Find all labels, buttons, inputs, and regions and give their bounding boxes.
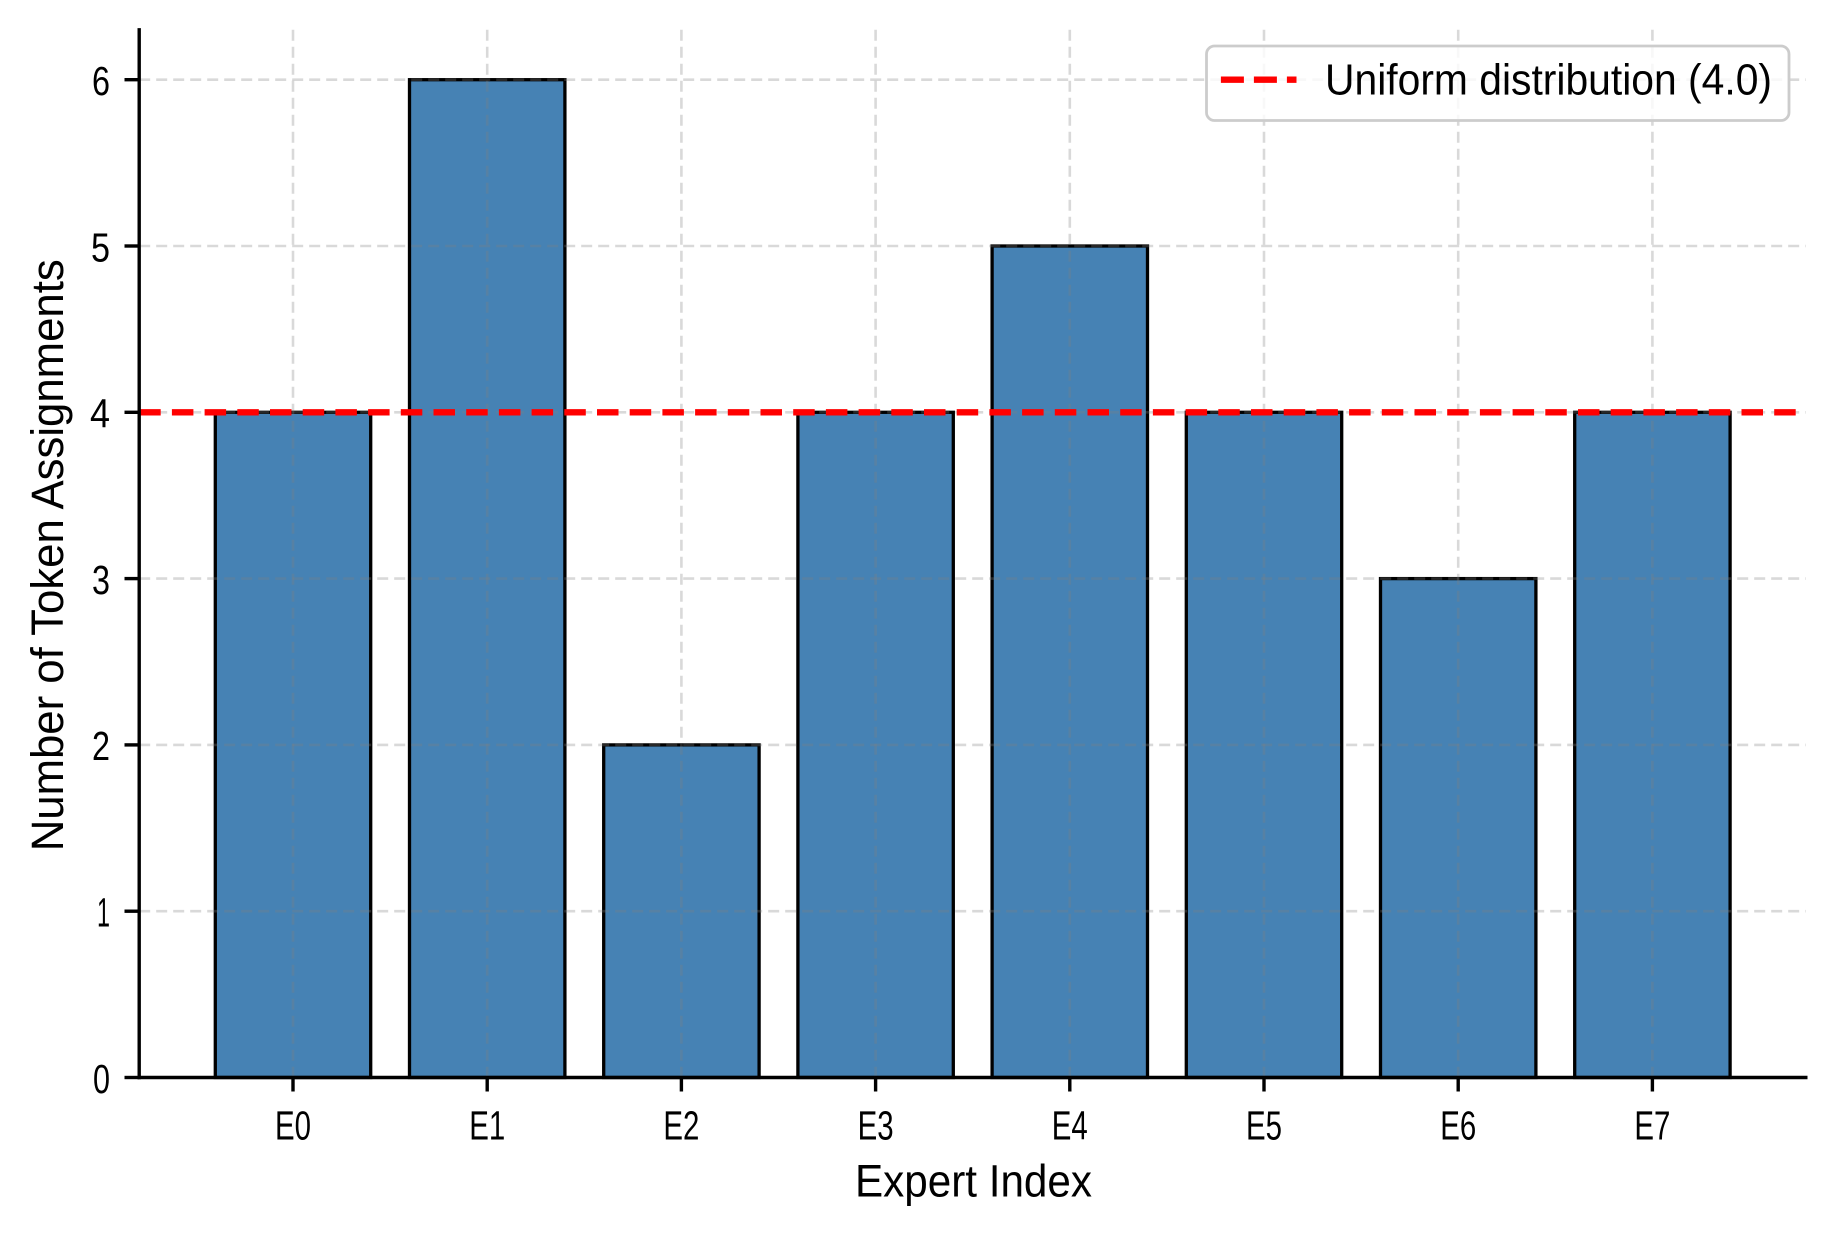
- svg-text:E7: E7: [1634, 1102, 1670, 1148]
- svg-text:E3: E3: [858, 1102, 894, 1148]
- svg-text:Uniform distribution (4.0): Uniform distribution (4.0): [1325, 57, 1772, 105]
- svg-text:E4: E4: [1052, 1102, 1088, 1148]
- svg-text:Number of Token Assignments: Number of Token Assignments: [22, 259, 73, 851]
- svg-text:E2: E2: [663, 1102, 699, 1148]
- svg-text:2: 2: [92, 723, 110, 769]
- svg-text:3: 3: [92, 557, 110, 603]
- svg-text:E1: E1: [469, 1102, 505, 1148]
- svg-text:6: 6: [92, 58, 110, 104]
- svg-text:Expert Index: Expert Index: [855, 1156, 1092, 1207]
- svg-text:1: 1: [97, 890, 110, 936]
- svg-text:5: 5: [91, 224, 110, 270]
- svg-text:4: 4: [90, 391, 110, 437]
- svg-text:E5: E5: [1246, 1102, 1282, 1148]
- svg-text:E6: E6: [1440, 1102, 1476, 1148]
- svg-text:E0: E0: [275, 1102, 311, 1148]
- svg-text:0: 0: [93, 1056, 110, 1102]
